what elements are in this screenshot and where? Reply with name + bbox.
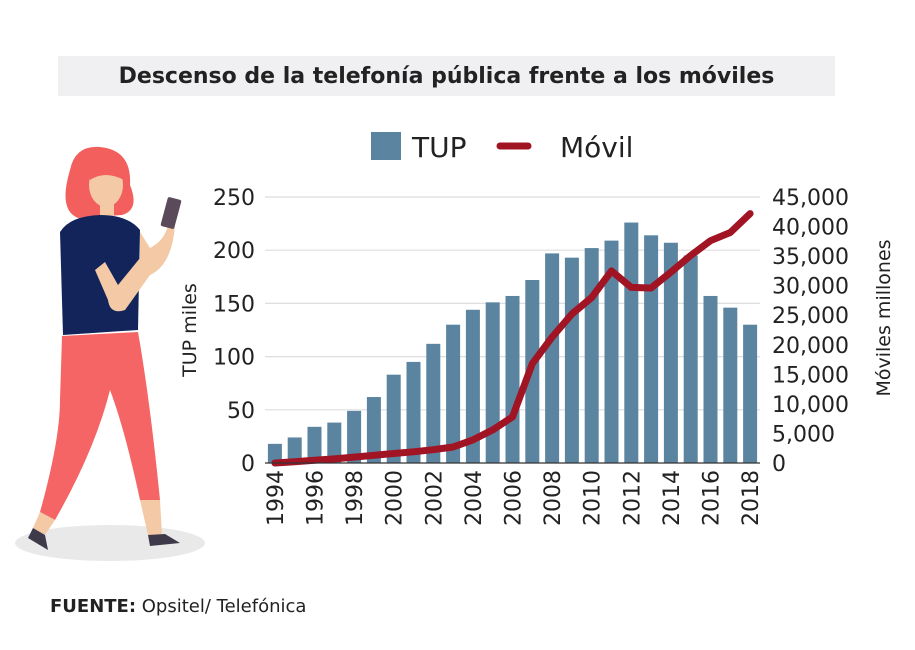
y-left-tick-label: 100 xyxy=(213,346,255,371)
bar-tup-2017 xyxy=(723,307,738,463)
bar-tup-1997 xyxy=(327,422,342,463)
bar-tup-1995 xyxy=(287,437,302,463)
legend-movil-label: Móvil xyxy=(560,131,633,164)
y-left-ticks: 0 50 100 150 200 250 xyxy=(213,186,255,477)
bar-tup-2014 xyxy=(663,242,678,463)
x-tick-label: 2002 xyxy=(422,470,447,526)
y-left-tick-label: 50 xyxy=(227,399,255,424)
source-label: FUENTE: xyxy=(50,596,137,617)
bar-tup-1996 xyxy=(307,426,322,463)
bar-tup-2009 xyxy=(564,257,579,463)
y-left-label: TUP miles xyxy=(179,283,201,378)
x-tick-label: 1996 xyxy=(304,470,329,526)
bar-tup-2004 xyxy=(465,309,480,463)
bar-tup-2005 xyxy=(485,302,500,463)
y-right-tick-label: 0 xyxy=(772,452,786,477)
woman-with-phone-illustration xyxy=(15,146,205,561)
y-right-tick-label: 25,000 xyxy=(772,304,849,329)
y-right-tick-label: 5,000 xyxy=(772,422,835,447)
legend: TUP Móvil xyxy=(371,131,633,164)
y-left-tick-label: 250 xyxy=(213,186,255,211)
y-right-tick-label: 35,000 xyxy=(772,245,849,270)
legend-tup-label: TUP xyxy=(411,131,466,164)
x-tick-label: 2006 xyxy=(502,470,527,526)
x-tick-label: 2004 xyxy=(462,470,487,526)
x-tick-label: 1998 xyxy=(343,470,368,526)
chart-title: Descenso de la telefonía pública frente … xyxy=(58,56,835,96)
bar-tup-2006 xyxy=(505,295,520,463)
x-tick-label: 2018 xyxy=(739,470,764,526)
bar-tup-2003 xyxy=(446,324,461,463)
bar-tup-2015 xyxy=(683,255,698,463)
y-right-tick-label: 45,000 xyxy=(772,186,849,211)
x-tick-label: 1994 xyxy=(264,470,289,526)
bar-tup-2018 xyxy=(743,324,758,463)
bar-tup-2002 xyxy=(426,343,441,463)
y-right-label: Móviles millones xyxy=(873,239,895,396)
y-right-ticks: 0 5,000 10,000 15,000 20,000 25,000 30,000 35,0… xyxy=(772,186,849,477)
bar-tup-2012 xyxy=(624,222,639,463)
bar-tup-2010 xyxy=(584,248,599,463)
movil-line xyxy=(271,210,754,467)
x-tick-label: 2014 xyxy=(660,470,685,526)
source-text: Opsitel/ Telefónica xyxy=(136,596,307,617)
bar-tup-2013 xyxy=(644,235,659,463)
x-ticks: 1994 1996 1998 2000 2002 2004 2006 2008 2010 2012… xyxy=(264,470,764,526)
x-tick-label: 2016 xyxy=(700,470,725,526)
y-left-tick-label: 150 xyxy=(213,292,255,317)
bar-tup-2008 xyxy=(545,253,560,463)
source-note: FUENTE: Opsitel/ Telefónica xyxy=(50,596,306,617)
bar-tup-2011 xyxy=(604,240,619,463)
y-right-tick-label: 20,000 xyxy=(772,334,849,359)
y-right-tick-label: 15,000 xyxy=(772,363,849,388)
bar-tup-1998 xyxy=(347,410,362,463)
x-tick-label: 2010 xyxy=(581,470,606,526)
bar-tup-1994 xyxy=(267,443,282,463)
y-right-tick-label: 40,000 xyxy=(772,216,849,241)
x-tick-label: 2000 xyxy=(383,470,408,526)
y-left-tick-label: 0 xyxy=(241,452,255,477)
legend-tup-swatch xyxy=(371,132,401,160)
y-right-tick-label: 10,000 xyxy=(772,393,849,418)
x-tick-label: 2012 xyxy=(620,470,645,526)
y-left-tick-label: 200 xyxy=(213,239,255,264)
bar-tup-2016 xyxy=(703,295,718,463)
x-tick-label: 2008 xyxy=(541,470,566,526)
bar-tup-1999 xyxy=(366,397,381,463)
bar-tup-2000 xyxy=(386,374,401,463)
bar-tup-2001 xyxy=(406,361,421,463)
y-right-tick-label: 30,000 xyxy=(772,275,849,300)
